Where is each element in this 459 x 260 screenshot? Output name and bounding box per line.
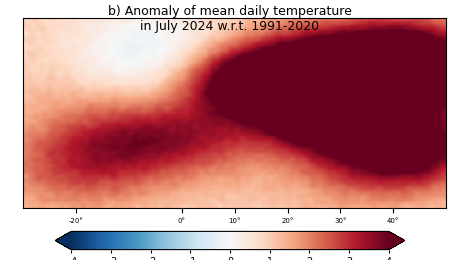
Text: b) Anomaly of mean daily temperature
in July 2024 w.r.t. 1991-2020: b) Anomaly of mean daily temperature in … (108, 5, 351, 33)
PathPatch shape (388, 231, 404, 250)
PathPatch shape (55, 231, 71, 250)
